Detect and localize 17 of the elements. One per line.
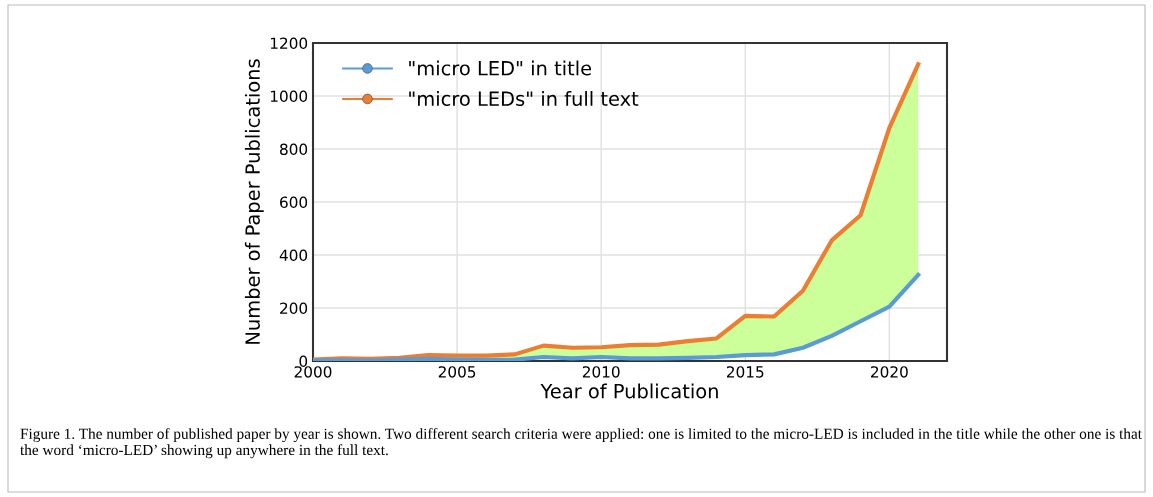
line-series	[313, 272, 921, 361]
x-tick-label: 2000	[294, 366, 332, 378]
x-tick-label: 2015	[726, 366, 764, 378]
legend-label: "micro LEDs" in full text	[409, 90, 639, 107]
y-tick-label: 200	[280, 302, 308, 315]
legend-label: "micro LED" in title	[409, 60, 592, 76]
y-tick-label: 400	[279, 249, 308, 262]
y-tick-label: 1000	[270, 90, 308, 103]
x-tick-label: 2010	[582, 366, 620, 378]
y-tick-label: 1200	[270, 37, 308, 50]
y-tick-label: 800	[280, 143, 308, 156]
caption: Figure 1. The number of published paper by year is shown. Two different search criteria were applied: one is limited to the micro-LED is included in the title while the other one is that the word ‘micro-LED’ showing up anywhere in the full text.	[20, 428, 1142, 459]
y-tick-label: 600	[280, 196, 308, 209]
x-tick-label: 2020	[871, 366, 908, 378]
y-axis-title: Number of Paper Publications	[244, 59, 264, 344]
x-tick-label: 2005	[438, 366, 476, 378]
x-axis-title: Year of Publication	[540, 383, 718, 399]
